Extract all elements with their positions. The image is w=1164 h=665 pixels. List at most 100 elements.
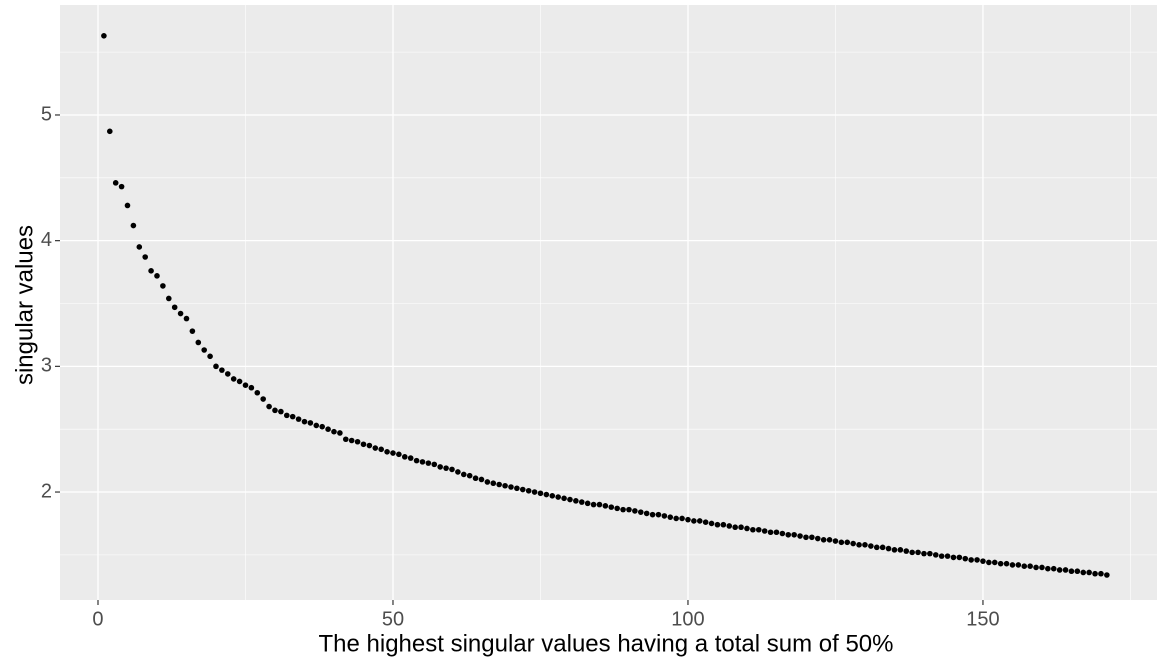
point bbox=[118, 183, 125, 190]
point bbox=[814, 535, 821, 542]
point bbox=[224, 371, 231, 377]
point bbox=[425, 460, 432, 466]
point bbox=[496, 481, 502, 488]
point bbox=[207, 353, 213, 360]
point bbox=[295, 416, 302, 422]
point bbox=[1092, 570, 1098, 577]
point bbox=[744, 525, 750, 532]
point bbox=[903, 548, 910, 554]
point bbox=[685, 516, 691, 523]
point bbox=[873, 544, 880, 551]
point bbox=[879, 544, 886, 551]
point bbox=[543, 491, 550, 498]
point bbox=[584, 500, 591, 507]
point bbox=[714, 521, 721, 528]
point bbox=[437, 464, 443, 470]
point bbox=[1080, 569, 1087, 576]
point bbox=[956, 554, 963, 561]
point bbox=[407, 455, 414, 461]
panel bbox=[60, 5, 1157, 600]
point bbox=[797, 533, 803, 539]
point bbox=[567, 496, 573, 503]
point bbox=[838, 539, 845, 546]
y-tick-label: 5 bbox=[41, 103, 52, 125]
point bbox=[620, 506, 626, 513]
point bbox=[490, 480, 497, 487]
point bbox=[160, 283, 166, 289]
point bbox=[525, 487, 532, 494]
point bbox=[773, 529, 780, 536]
point bbox=[921, 550, 927, 557]
point bbox=[691, 518, 697, 524]
point bbox=[1033, 564, 1039, 571]
point bbox=[1009, 562, 1016, 568]
point bbox=[360, 441, 367, 448]
point bbox=[637, 509, 644, 515]
point bbox=[278, 408, 284, 415]
point bbox=[944, 553, 951, 559]
point bbox=[455, 469, 461, 475]
point bbox=[1068, 568, 1075, 575]
point bbox=[165, 295, 172, 302]
point bbox=[396, 451, 402, 458]
point bbox=[1074, 568, 1081, 575]
point bbox=[708, 520, 715, 527]
point bbox=[968, 557, 974, 563]
point bbox=[319, 423, 325, 430]
point bbox=[195, 339, 202, 346]
point bbox=[142, 254, 148, 260]
point bbox=[555, 494, 561, 500]
point bbox=[177, 310, 184, 317]
point bbox=[868, 543, 874, 549]
point bbox=[755, 526, 762, 533]
point bbox=[596, 501, 603, 508]
point bbox=[213, 363, 219, 370]
point bbox=[148, 268, 154, 274]
point bbox=[331, 428, 337, 435]
point bbox=[283, 412, 290, 419]
point bbox=[991, 559, 998, 566]
point bbox=[431, 461, 438, 468]
point bbox=[932, 552, 939, 558]
point bbox=[791, 531, 797, 538]
point bbox=[608, 504, 615, 510]
point bbox=[390, 450, 396, 456]
point bbox=[372, 445, 379, 451]
point bbox=[443, 465, 449, 471]
point bbox=[419, 459, 426, 465]
point bbox=[1098, 570, 1104, 577]
point bbox=[183, 315, 190, 322]
x-tick-label: 100 bbox=[671, 608, 704, 630]
point bbox=[289, 413, 296, 420]
point bbox=[537, 490, 544, 497]
point bbox=[154, 273, 160, 279]
point bbox=[1015, 562, 1022, 568]
point bbox=[124, 202, 131, 209]
y-tick-label: 4 bbox=[41, 229, 52, 251]
point bbox=[891, 547, 898, 553]
point bbox=[897, 547, 904, 553]
x-tick-label: 50 bbox=[382, 608, 404, 630]
point bbox=[106, 128, 113, 135]
point bbox=[260, 396, 266, 402]
point bbox=[502, 482, 508, 489]
point bbox=[378, 446, 384, 453]
point bbox=[950, 554, 957, 561]
point bbox=[130, 222, 137, 229]
point bbox=[325, 426, 331, 432]
point bbox=[779, 530, 786, 537]
point bbox=[632, 508, 638, 514]
point bbox=[272, 407, 278, 414]
point bbox=[938, 553, 945, 559]
point bbox=[266, 403, 272, 410]
point bbox=[862, 542, 868, 548]
x-tick-label: 150 bbox=[966, 608, 999, 630]
point bbox=[313, 422, 320, 429]
point bbox=[826, 536, 833, 543]
point bbox=[248, 384, 255, 391]
point bbox=[803, 534, 809, 541]
point bbox=[189, 328, 196, 334]
point bbox=[850, 540, 856, 547]
point bbox=[986, 559, 992, 566]
